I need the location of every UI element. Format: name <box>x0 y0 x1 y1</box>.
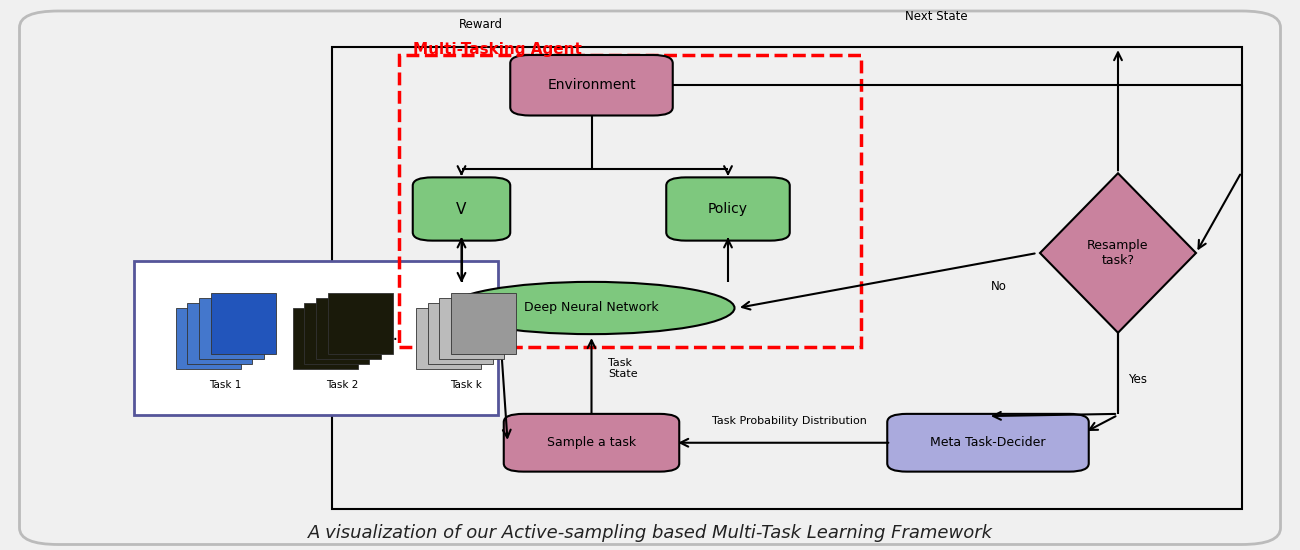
FancyBboxPatch shape <box>428 303 493 364</box>
Text: ...: ... <box>381 327 399 344</box>
FancyBboxPatch shape <box>316 298 381 359</box>
Text: A visualization of our Active-sampling based Multi-Task Learning Framework: A visualization of our Active-sampling b… <box>308 525 992 542</box>
FancyBboxPatch shape <box>887 414 1089 471</box>
Text: Task 1: Task 1 <box>209 379 242 389</box>
FancyBboxPatch shape <box>439 298 504 359</box>
Text: Reward: Reward <box>459 18 503 31</box>
FancyBboxPatch shape <box>211 293 276 354</box>
Text: V: V <box>456 201 467 217</box>
FancyBboxPatch shape <box>416 308 481 369</box>
FancyBboxPatch shape <box>667 177 790 241</box>
Text: Policy: Policy <box>708 202 747 216</box>
Text: Task Probability Distribution: Task Probability Distribution <box>711 416 867 426</box>
FancyBboxPatch shape <box>413 177 510 241</box>
FancyBboxPatch shape <box>134 261 498 415</box>
Ellipse shape <box>448 282 734 334</box>
FancyBboxPatch shape <box>187 303 252 364</box>
FancyBboxPatch shape <box>451 293 516 354</box>
Text: Meta Task-Decider: Meta Task-Decider <box>931 436 1045 449</box>
FancyBboxPatch shape <box>328 293 393 354</box>
Text: Multi-Tasking Agent: Multi-Tasking Agent <box>413 42 582 57</box>
FancyBboxPatch shape <box>176 308 240 369</box>
Polygon shape <box>1040 173 1196 333</box>
Text: Deep Neural Network: Deep Neural Network <box>524 301 659 315</box>
FancyBboxPatch shape <box>292 308 358 369</box>
Text: Task 2: Task 2 <box>326 379 359 389</box>
FancyBboxPatch shape <box>199 298 264 359</box>
Text: No: No <box>991 279 1006 293</box>
FancyBboxPatch shape <box>504 414 679 471</box>
Text: Sample a task: Sample a task <box>547 436 636 449</box>
Text: Yes: Yes <box>1128 373 1147 386</box>
Text: Environment: Environment <box>547 78 636 92</box>
Text: Task
State: Task State <box>608 358 638 379</box>
Text: Next State: Next State <box>905 10 967 23</box>
Text: Resample
task?: Resample task? <box>1087 239 1149 267</box>
FancyBboxPatch shape <box>510 55 673 116</box>
Text: Task k: Task k <box>450 379 482 389</box>
FancyBboxPatch shape <box>304 303 369 364</box>
